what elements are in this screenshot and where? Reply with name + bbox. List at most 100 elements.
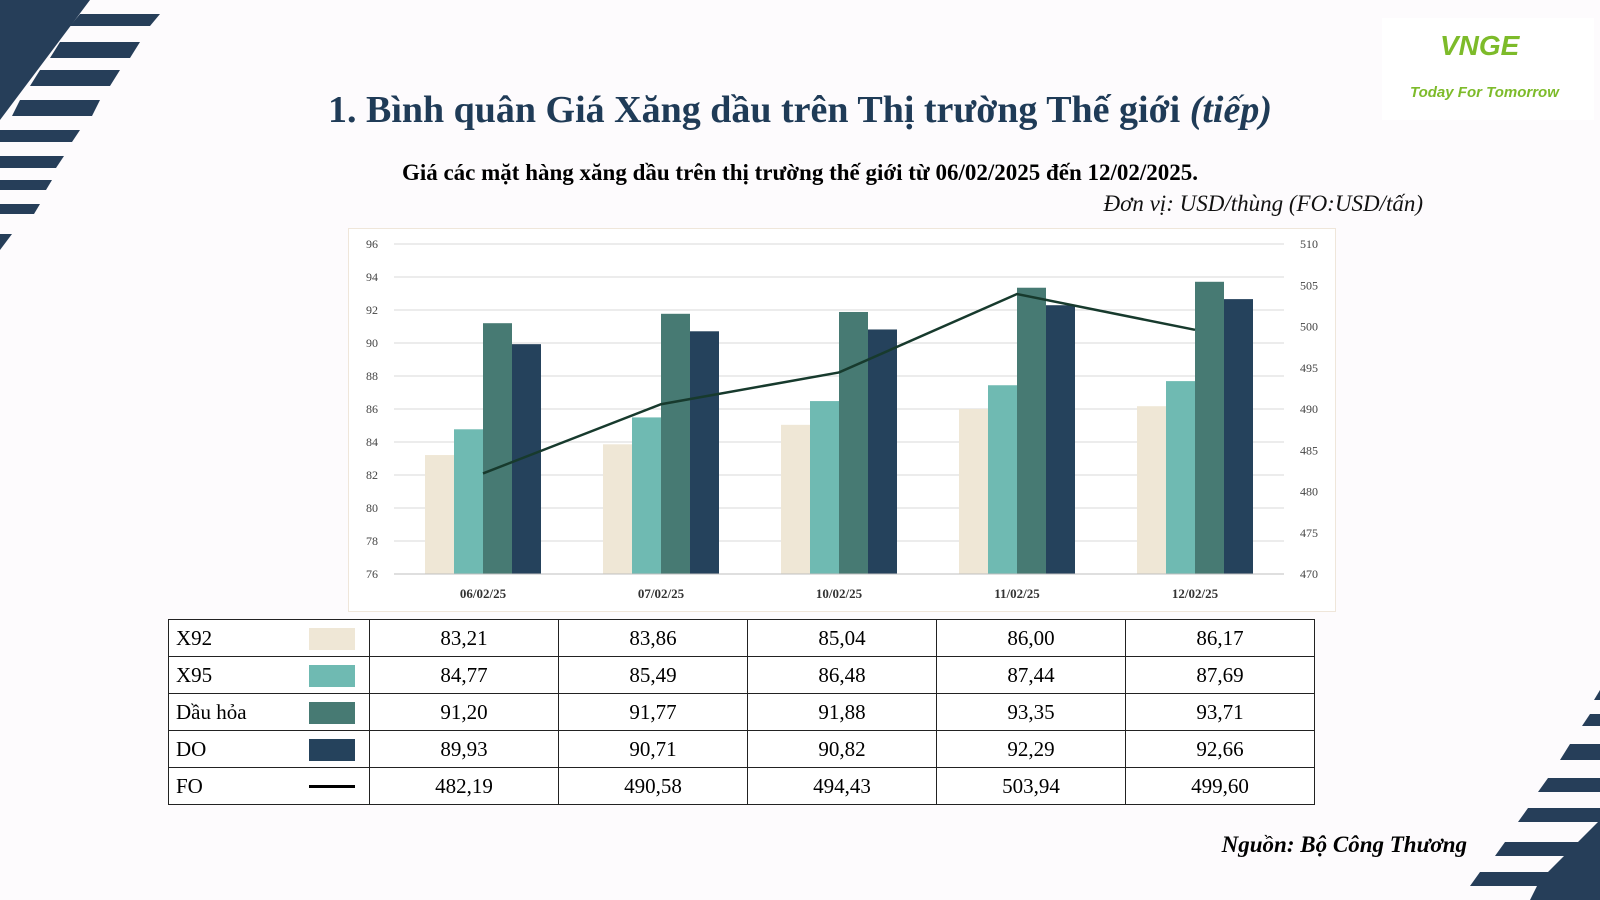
table-cell: 83,21 (369, 619, 559, 657)
bar-x92 (959, 409, 988, 574)
combo-chart: 76 78 80 82 84 86 88 90 92 94 96 470 475 480 485 490 495… (366, 237, 1318, 601)
bar-dầu-hỏa (483, 323, 512, 574)
bar-x95 (1166, 381, 1195, 574)
series-name-cell: X92 (168, 619, 370, 657)
data-table: X92 83,21 83,86 85,04 86,00 86,17 X95 84,77 85,4… (168, 619, 1315, 805)
x-tick-label: 06/02/25 (460, 586, 507, 601)
bar-x95 (632, 417, 661, 574)
table-cell: 494,43 (747, 767, 937, 805)
chart-area: 76 78 80 82 84 86 88 90 92 94 96 470 475 480 485 490 495… (348, 228, 1336, 612)
y2-tick-label: 500 (1300, 320, 1318, 334)
series-name: X92 (176, 626, 213, 650)
table-cell: 92,29 (936, 730, 1126, 768)
bar-do (690, 331, 719, 574)
source-note: Nguồn: Bộ Công Thương (1221, 832, 1467, 857)
y2-tick-label: 495 (1300, 361, 1318, 375)
table-cell: 87,44 (936, 656, 1126, 694)
table-cell: 91,77 (558, 693, 748, 731)
table-cell: 86,48 (747, 656, 937, 694)
legend-swatch (309, 665, 355, 687)
y2-tick-label: 490 (1300, 402, 1318, 416)
bar-dầu-hỏa (1017, 287, 1046, 574)
series-name-cell: X95 (168, 656, 370, 694)
y-tick-label: 96 (366, 237, 378, 251)
table-row: Dầu hỏa 91,20 91,77 91,88 93,35 93,71 (168, 693, 1315, 731)
table-cell: 85,04 (747, 619, 937, 657)
y-tick-label: 94 (366, 270, 378, 284)
bar-x92 (603, 444, 632, 574)
bar-dầu-hỏa (839, 311, 868, 574)
bar-do (512, 344, 541, 574)
table-cell: 91,20 (369, 693, 559, 731)
x-tick-label: 07/02/25 (638, 586, 685, 601)
bar-do (1224, 299, 1253, 574)
table-cell: 503,94 (936, 767, 1126, 805)
table-cell: 89,93 (369, 730, 559, 768)
bar-dầu-hỏa (1195, 281, 1224, 574)
table-cell: 93,35 (936, 693, 1126, 731)
y-tick-label: 90 (366, 336, 378, 350)
y-tick-label: 80 (366, 501, 378, 515)
bar-x95 (454, 429, 483, 574)
table-cell: 83,86 (558, 619, 748, 657)
series-name-cell: FO (168, 767, 370, 805)
bar-x92 (1137, 406, 1166, 574)
series-name: Dầu hỏa (176, 700, 247, 724)
unit-label: Đơn vị: USD/thùng (FO:USD/tấn) (1103, 191, 1423, 216)
y-tick-label: 86 (366, 402, 378, 416)
legend-swatch (309, 739, 355, 761)
y2-tick-label: 480 (1300, 485, 1318, 499)
table-cell: 90,71 (558, 730, 748, 768)
title-suffix: (tiếp) (1189, 89, 1272, 131)
table-row: X95 84,77 85,49 86,48 87,44 87,69 (168, 656, 1315, 694)
y-tick-label: 88 (366, 369, 378, 383)
y2-tick-label: 505 (1300, 278, 1318, 292)
y-tick-label: 76 (366, 567, 378, 581)
series-name-cell: Dầu hỏa (168, 693, 370, 731)
table-cell: 482,19 (369, 767, 559, 805)
logo-tagline: Today For Tomorrow (1410, 84, 1559, 101)
table-cell: 490,58 (558, 767, 748, 805)
bar-do (868, 329, 897, 574)
legend-swatch (309, 702, 355, 724)
title-main: 1. Bình quân Giá Xăng dầu trên Thị trườn… (327, 89, 1181, 131)
y-tick-label: 92 (366, 303, 378, 317)
bar-x95 (988, 385, 1017, 574)
x-tick-label: 10/02/25 (816, 586, 863, 601)
x-tick-label: 12/02/25 (1172, 586, 1219, 601)
table-cell: 499,60 (1125, 767, 1315, 805)
y-tick-label: 84 (366, 435, 378, 449)
y2-tick-label: 475 (1300, 526, 1318, 540)
series-name-cell: DO (168, 730, 370, 768)
table-cell: 91,88 (747, 693, 937, 731)
table-row: X92 83,21 83,86 85,04 86,00 86,17 (168, 619, 1315, 657)
table-row: DO 89,93 90,71 90,82 92,29 92,66 (168, 730, 1315, 768)
table-cell: 85,49 (558, 656, 748, 694)
series-name: DO (176, 737, 207, 761)
y2-tick-label: 485 (1300, 443, 1318, 457)
y-tick-label: 82 (366, 468, 378, 482)
logo (1382, 18, 1594, 120)
table-cell: 87,69 (1125, 656, 1315, 694)
bar-x92 (781, 424, 810, 574)
x-tick-label: 11/02/25 (994, 586, 1040, 601)
table-cell: 86,17 (1125, 619, 1315, 657)
table-cell: 92,66 (1125, 730, 1315, 768)
series-name: FO (176, 774, 203, 798)
legend-swatch (309, 785, 355, 788)
bar-x92 (425, 455, 454, 574)
table-row: FO 482,19 490,58 494,43 503,94 499,60 (168, 767, 1315, 805)
table-cell: 93,71 (1125, 693, 1315, 731)
y2-tick-label: 510 (1300, 237, 1318, 251)
bar-do (1046, 305, 1075, 574)
bar-dầu-hỏa (661, 313, 690, 574)
page-title: 1. Bình quân Giá Xăng dầu trên Thị trườn… (0, 88, 1600, 132)
table-cell: 90,82 (747, 730, 937, 768)
bar-x95 (810, 401, 839, 574)
y2-tick-label: 470 (1300, 567, 1318, 581)
series-name: X95 (176, 663, 213, 687)
legend-swatch (309, 628, 355, 650)
table-cell: 84,77 (369, 656, 559, 694)
y-tick-label: 78 (366, 534, 378, 548)
table-cell: 86,00 (936, 619, 1126, 657)
